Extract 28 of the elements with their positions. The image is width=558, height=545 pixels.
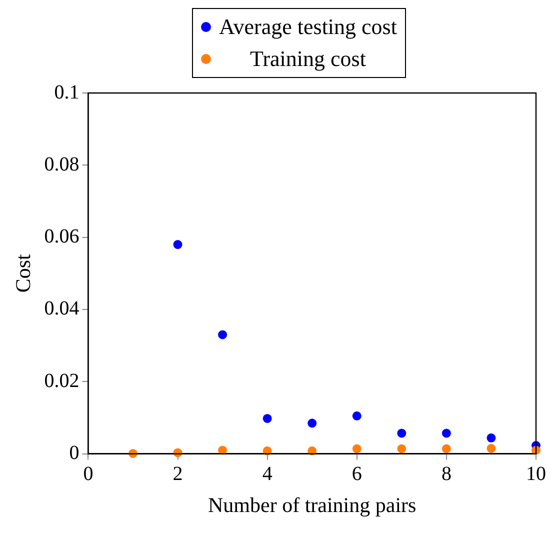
x-tick-label: 6 [352, 463, 362, 486]
x-tick-label: 0 [83, 463, 94, 486]
x-axis-title: Number of training pairs [208, 492, 416, 517]
y-tick-label: 0.1 [54, 81, 80, 104]
y-tick-label: 0.02 [44, 370, 80, 392]
x-tick-label: 10 [526, 463, 546, 486]
y-tick-label: 0.04 [44, 298, 80, 320]
y-tick-label: 0 [69, 442, 80, 464]
point [352, 411, 362, 420]
x-tick-label: 8 [441, 463, 452, 486]
point [218, 330, 228, 340]
point [262, 414, 272, 423]
point [397, 428, 406, 438]
x-tick-label: 2 [172, 463, 183, 486]
x-tick-label: 4 [262, 463, 272, 486]
point [442, 428, 451, 438]
point [173, 240, 182, 250]
point [442, 444, 451, 454]
y-tick-label: 0.06 [44, 226, 80, 248]
point [486, 444, 496, 453]
legend-label: Training cost [249, 45, 367, 73]
point [352, 444, 362, 454]
point [486, 433, 496, 442]
point [397, 444, 406, 454]
point [308, 418, 317, 428]
y-axis-title: Cost [11, 254, 36, 293]
y-tick-label: 0.08 [44, 153, 80, 176]
legend-label: Average testing cost [219, 13, 397, 41]
